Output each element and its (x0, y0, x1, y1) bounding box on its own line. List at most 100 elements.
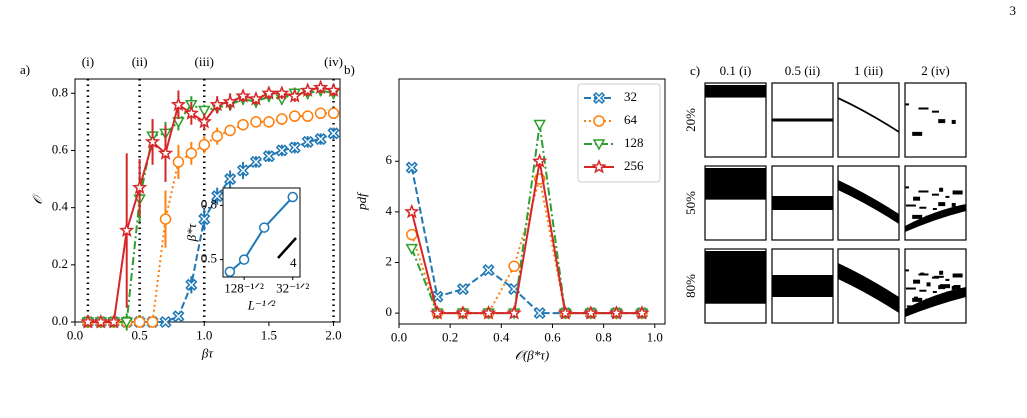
domain (945, 195, 950, 198)
reference-label: (iii) (195, 54, 215, 69)
marker (325, 82, 342, 97)
marker (532, 153, 548, 168)
domain (905, 287, 916, 290)
domain (931, 193, 939, 196)
marker (327, 127, 340, 140)
reference-label: (i) (82, 54, 94, 69)
marker (456, 283, 470, 296)
marker (170, 96, 187, 112)
snapshot (704, 82, 767, 158)
slope-guide (277, 237, 297, 259)
x-tick-label: 2.0 (325, 327, 341, 342)
snapshot-frame (837, 82, 900, 158)
domain (933, 275, 944, 278)
y-tick-label: 0.2 (52, 256, 68, 271)
domain (931, 110, 939, 113)
y-tick-label: 0.8 (201, 196, 217, 211)
marker (276, 113, 288, 125)
domain (932, 208, 937, 211)
domain (932, 291, 937, 294)
x-tick-label: 0.4 (493, 329, 510, 344)
marker (120, 317, 133, 329)
panel-label: c) (690, 63, 700, 78)
marker (119, 222, 135, 238)
snapshot (704, 165, 767, 241)
marker (327, 107, 340, 120)
marker (198, 139, 211, 151)
marker (533, 119, 546, 132)
domain (953, 285, 961, 290)
marker (238, 254, 250, 265)
marker (557, 305, 573, 320)
domain (939, 270, 944, 275)
marker (404, 203, 420, 219)
snapshot (837, 248, 900, 324)
x-tick-label: 1.0 (647, 329, 663, 344)
domain (919, 289, 927, 292)
domain (705, 85, 766, 98)
legend-marker (591, 158, 607, 174)
y-tick-label: 0.6 (52, 141, 69, 156)
domain (905, 186, 909, 189)
x-tick-label: 0.0 (391, 329, 407, 344)
marker (287, 191, 298, 203)
domain (905, 287, 966, 317)
y-tick-label: 0 (386, 304, 393, 319)
marker (159, 315, 172, 329)
snapshot (837, 82, 900, 158)
x-tick-label: 0.2 (442, 329, 458, 344)
marker (131, 179, 148, 195)
series (229, 196, 294, 273)
legend-label: 128 (624, 135, 644, 150)
y-axis-label: 𝒪 (30, 193, 45, 205)
marker (429, 305, 446, 320)
legend-marker (592, 139, 606, 151)
marker (314, 107, 327, 120)
column-label: 1 (iii) (854, 63, 883, 78)
y-axis-label: β*τ (184, 222, 199, 242)
x-tick-label: 32⁻¹ᐟ² (276, 281, 309, 296)
domain (913, 196, 921, 201)
series-line (410, 161, 642, 315)
marker (259, 222, 270, 233)
marker (80, 313, 96, 329)
marker (133, 316, 146, 328)
legend-marker (592, 91, 606, 105)
column-label: 2 (iv) (921, 63, 950, 78)
column-label: 0.1 (i) (720, 63, 752, 78)
marker (263, 116, 275, 128)
marker (224, 124, 236, 137)
domain (952, 190, 963, 195)
legend-label: 32 (624, 89, 637, 104)
marker (583, 305, 599, 320)
marker (506, 305, 522, 320)
x-axis-label: 𝒪(β*τ) (515, 348, 549, 363)
marker (508, 260, 520, 273)
marker (300, 82, 316, 97)
domain (951, 202, 956, 207)
x-axis-label: L⁻¹ᐟ² (247, 297, 276, 312)
marker (93, 313, 109, 329)
marker (196, 113, 212, 129)
marker (275, 144, 288, 157)
domain (945, 278, 950, 281)
x-tick-label: 1.5 (261, 327, 277, 342)
y-tick-label: 0.4 (52, 199, 69, 214)
domain (918, 190, 929, 193)
y-axis-label: pdf (354, 191, 369, 211)
domain (938, 119, 946, 124)
snapshot (771, 82, 834, 158)
marker (289, 110, 301, 122)
domain (918, 107, 929, 110)
slope-label: 4 (290, 255, 297, 270)
panel-label: a) (20, 62, 30, 77)
x-tick-label: 0.5 (132, 327, 148, 342)
marker (144, 133, 161, 149)
marker (185, 278, 198, 291)
row-label: 80% (683, 274, 698, 298)
column-label: 0.5 (ii) (785, 63, 820, 78)
marker (224, 172, 237, 186)
domain (772, 118, 833, 122)
snapshot (771, 248, 834, 324)
legend-marker (593, 115, 605, 127)
